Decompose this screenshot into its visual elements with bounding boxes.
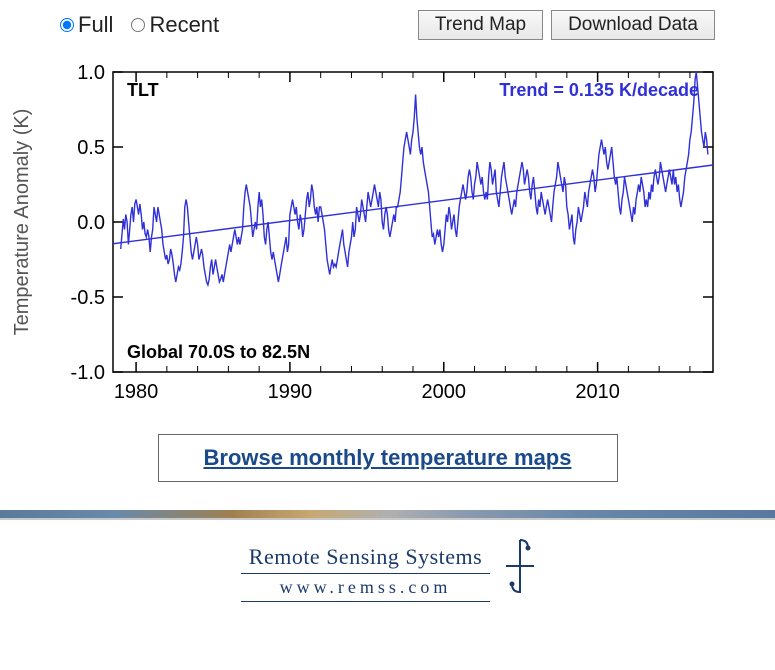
svg-text:-0.5: -0.5 [71, 287, 105, 309]
radio-recent-label: Recent [149, 12, 219, 38]
svg-text:0.5: 0.5 [77, 137, 105, 159]
svg-text:0.0: 0.0 [77, 212, 105, 234]
svg-text:2000: 2000 [422, 381, 467, 403]
divider-gradient [0, 510, 775, 520]
svg-text:Global 70.0S to 82.5N: Global 70.0S to 82.5N [127, 342, 310, 362]
range-radio-group: Full Recent [60, 12, 410, 38]
radio-full-label: Full [78, 12, 113, 38]
trend-map-button[interactable]: Trend Map [418, 10, 543, 40]
radio-full[interactable]: Full [60, 12, 113, 38]
svg-text:Trend = 0.135 K/decade: Trend = 0.135 K/decade [499, 80, 699, 100]
svg-text:1980: 1980 [114, 381, 159, 403]
svg-text:2010: 2010 [575, 381, 620, 403]
svg-text:1990: 1990 [268, 381, 313, 403]
temperature-anomaly-chart: 1980 1990 2000 2010 -1.0 -0.5 0.0 0.5 1.0 TLT Tren… [8, 62, 775, 412]
download-data-button[interactable]: Download Data [551, 10, 715, 40]
radio-recent-input[interactable] [131, 18, 145, 32]
svg-text:-1.0: -1.0 [71, 362, 105, 384]
footer-company: Remote Sensing Systems [241, 544, 490, 574]
svg-text:1.0: 1.0 [77, 62, 105, 84]
footer-logo: Remote Sensing Systems www.remss.com [0, 544, 775, 602]
integral-icon [500, 536, 540, 598]
svg-text:Temperature Anomaly (K): Temperature Anomaly (K) [11, 109, 33, 336]
controls-bar: Full Recent Trend Map Download Data [0, 0, 775, 50]
svg-text:TLT: TLT [127, 80, 159, 100]
browse-maps-box: Browse monthly temperature maps [158, 434, 618, 482]
radio-full-input[interactable] [60, 18, 74, 32]
browse-maps-link[interactable]: Browse monthly temperature maps [204, 445, 572, 470]
chart-svg: 1980 1990 2000 2010 -1.0 -0.5 0.0 0.5 1.0 TLT Tren… [8, 62, 723, 407]
radio-recent[interactable]: Recent [131, 12, 219, 38]
footer-url: www.remss.com [241, 574, 490, 602]
